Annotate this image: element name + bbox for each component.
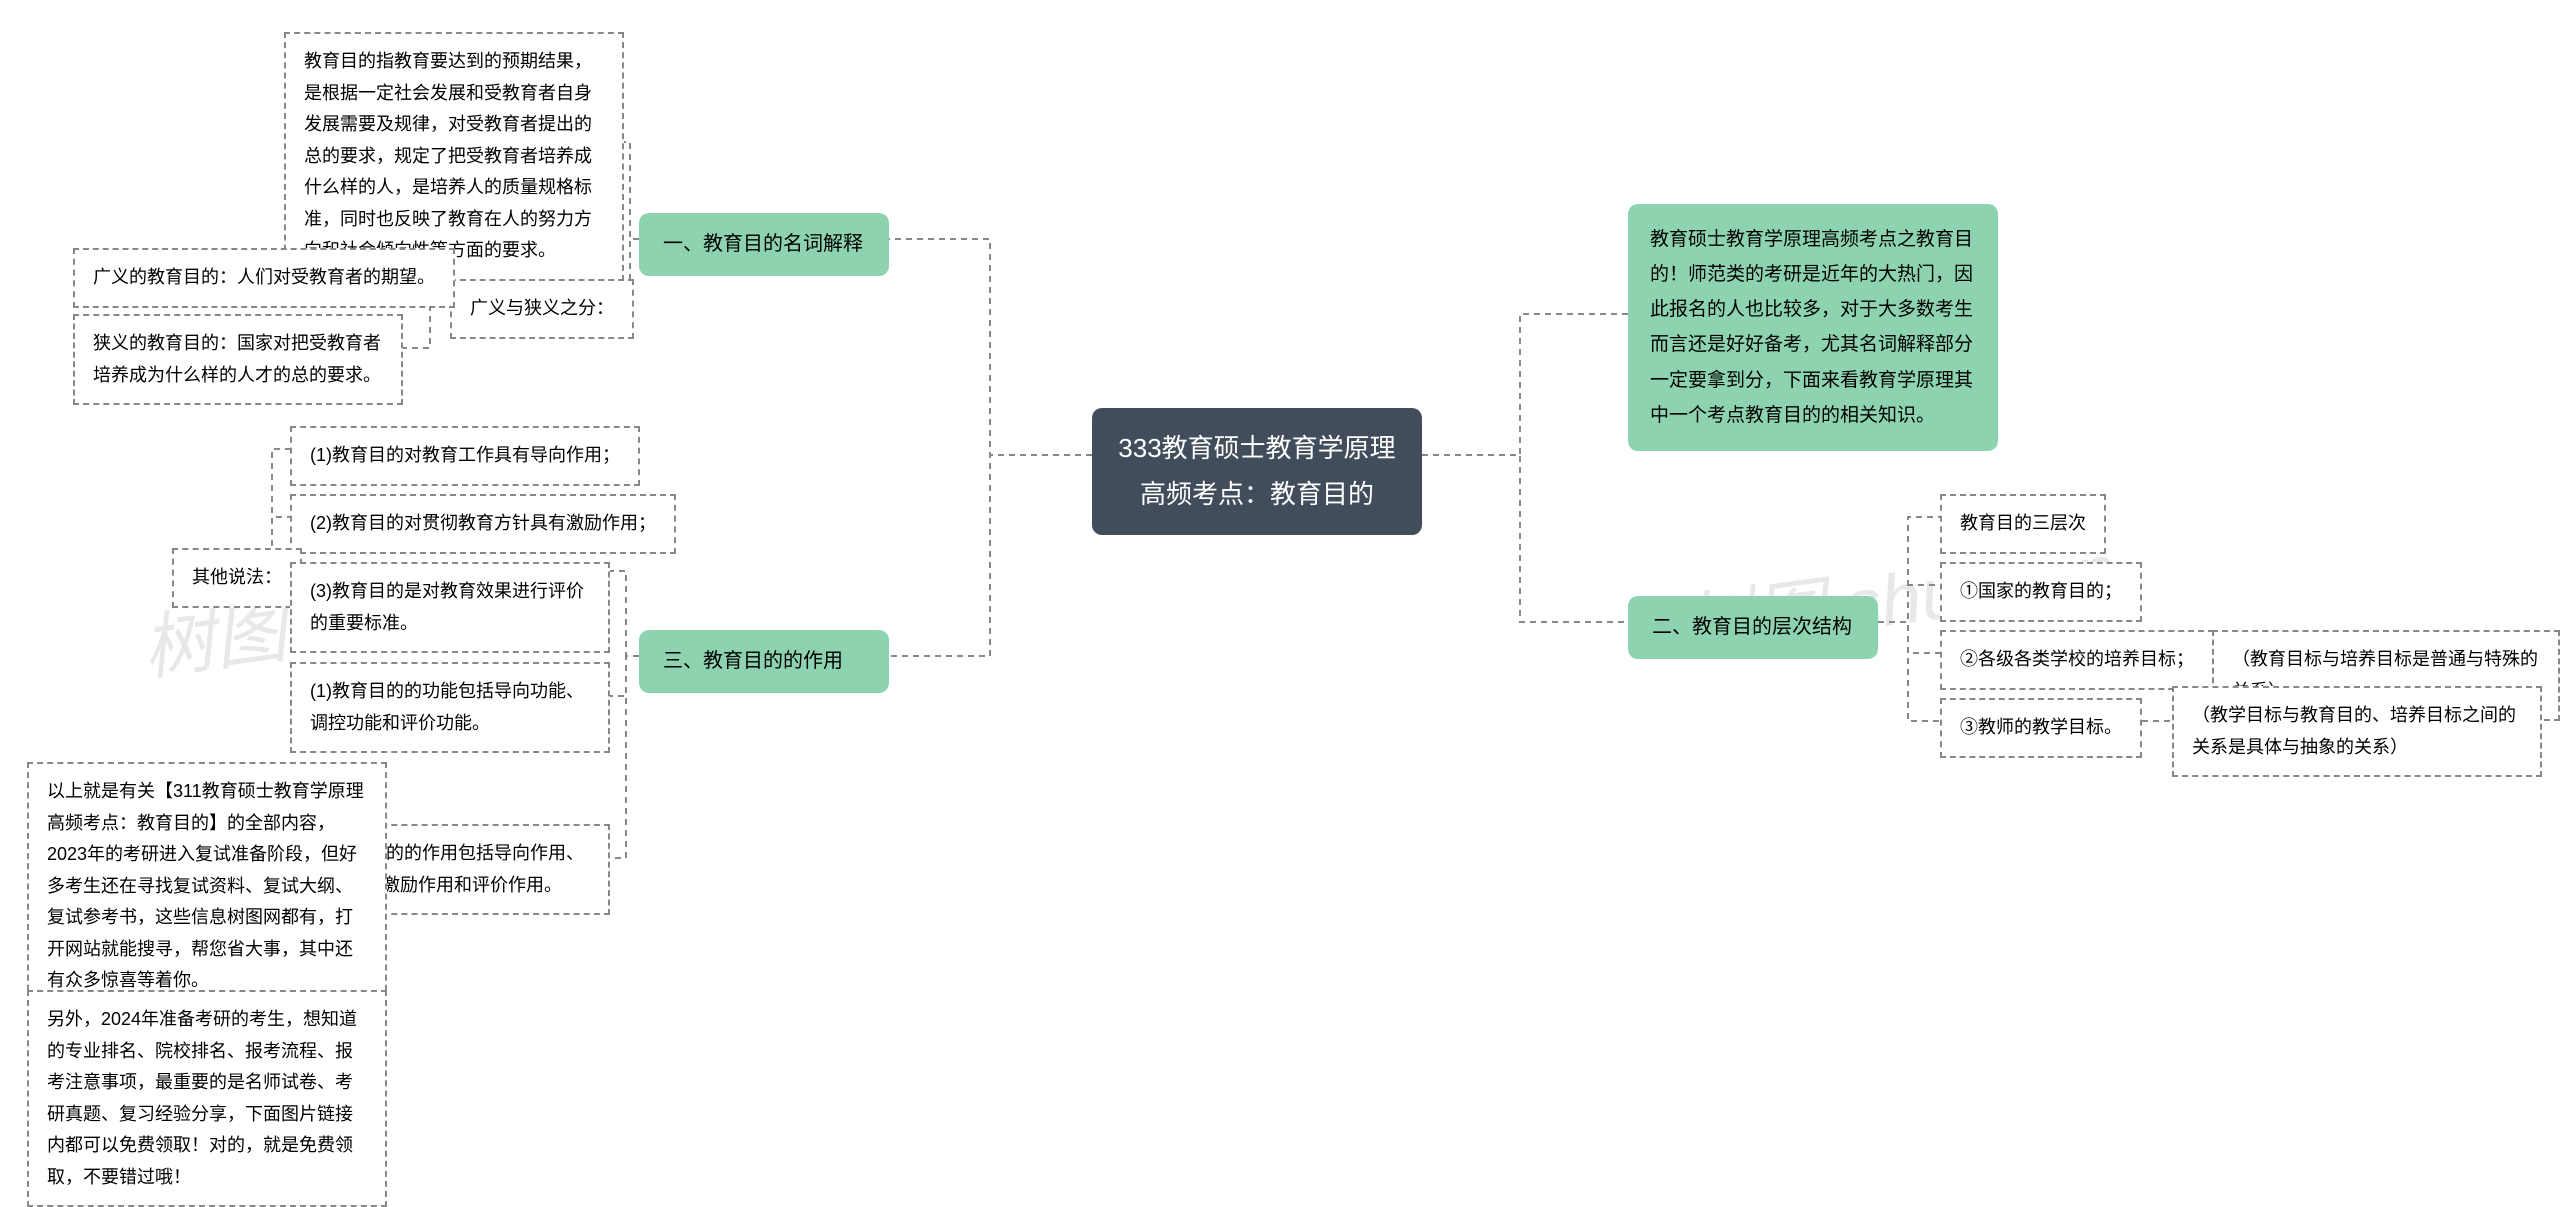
intro-block: 教育硕士教育学原理高频考点之教育目的！师范类的考研是近年的大热门，因此报名的人也… <box>1628 204 1998 451</box>
s3-p3: (3)教育目的是对教育效果进行评价的重要标准。 <box>290 562 610 653</box>
s1-def: 教育目的指教育要达到的预期结果，是根据一定社会发展和受教育者自身发展需要及规律，… <box>284 32 624 281</box>
s1-narrow: 狭义的教育目的：国家对把受教育者培养成为什么样的人才的总的要求。 <box>73 314 403 405</box>
s1-scope: 广义与狭义之分： <box>450 279 634 339</box>
s2-l4-note: （教学目标与教育目的、培养目标之间的关系是具体与抽象的关系） <box>2172 686 2542 777</box>
section2-title: 二、教育目的层次结构 <box>1628 596 1878 659</box>
section3-title: 三、教育目的的作用 <box>639 630 889 693</box>
center-title-2: 高频考点：教育目的 <box>1116 472 1398 518</box>
s2-l2: ①国家的教育目的； <box>1940 562 2142 622</box>
s3-other: 其他说法： <box>172 548 302 608</box>
footer2: 另外，2024年准备考研的考生，想知道的专业排名、院校排名、报考流程、报考注意事… <box>27 990 387 1207</box>
section1-title: 一、教育目的名词解释 <box>639 213 889 276</box>
s2-l1: 教育目的三层次 <box>1940 494 2106 554</box>
s3-p1: (1)教育目的对教育工作具有导向作用； <box>290 426 640 486</box>
s2-l3: ②各级各类学校的培养目标； <box>1940 630 2214 690</box>
footer1: 以上就是有关【311教育硕士教育学原理高频考点：教育目的】的全部内容，2023年… <box>27 762 387 1011</box>
center-node: 333教育硕士教育学原理 高频考点：教育目的 <box>1092 408 1422 535</box>
center-title-1: 333教育硕士教育学原理 <box>1116 426 1398 472</box>
s2-l4: ③教师的教学目标。 <box>1940 698 2142 758</box>
s3-f1: (1)教育目的的功能包括导向功能、调控功能和评价功能。 <box>290 662 610 753</box>
s1-broad: 广义的教育目的：人们对受教育者的期望。 <box>73 248 455 308</box>
s3-p2: (2)教育目的对贯彻教育方针具有激励作用； <box>290 494 676 554</box>
